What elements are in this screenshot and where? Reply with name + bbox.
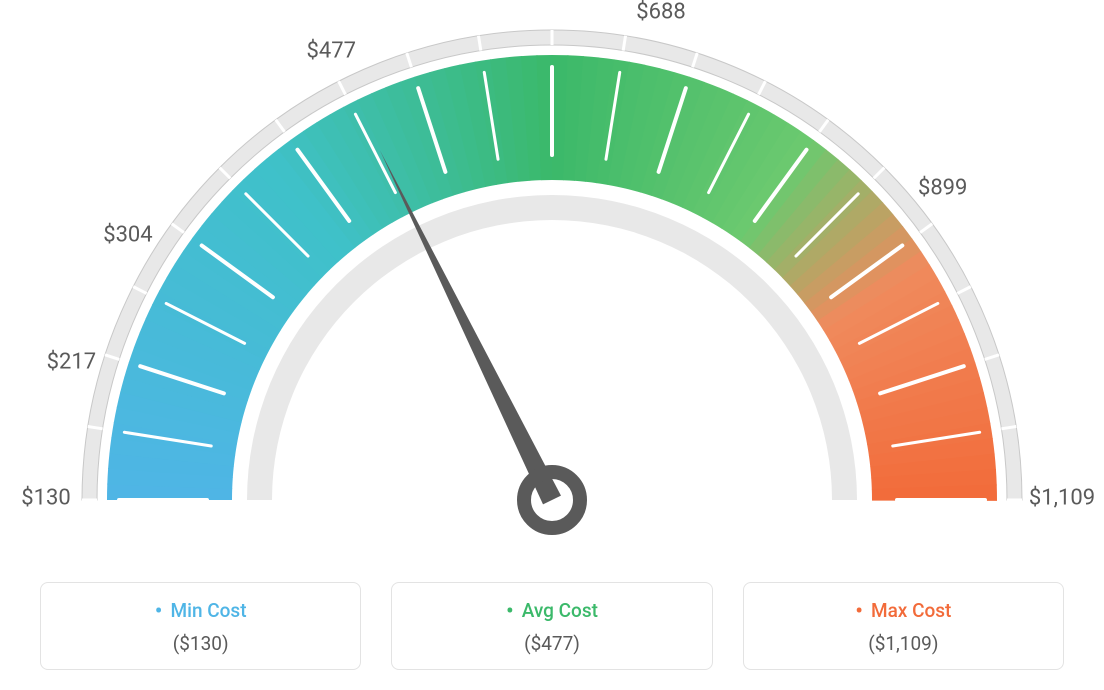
legend-max-value: ($1,109) <box>754 632 1053 655</box>
gauge-tick-label: $130 <box>21 486 70 511</box>
gauge-tick-label: $477 <box>307 39 356 64</box>
legend-row: Min Cost ($130) Avg Cost ($477) Max Cost… <box>0 582 1104 670</box>
legend-min: Min Cost ($130) <box>40 582 361 670</box>
legend-min-label: Min Cost <box>51 599 350 624</box>
gauge-tick-label: $1,109 <box>1029 486 1095 511</box>
legend-max: Max Cost ($1,109) <box>743 582 1064 670</box>
gauge-tick-label: $304 <box>103 223 152 248</box>
legend-avg-value: ($477) <box>402 632 701 655</box>
gauge-chart-container: $130 $217 $304 $477 $688 $899 $1,109 Min Cost … <box>0 0 1104 690</box>
legend-avg-label: Avg Cost <box>402 599 701 624</box>
legend-min-value: ($130) <box>51 632 350 655</box>
gauge-tick-label: $899 <box>918 175 967 200</box>
gauge-svg <box>0 0 1104 560</box>
gauge-tick-label: $217 <box>47 350 96 375</box>
legend-max-label: Max Cost <box>754 599 1053 624</box>
legend-avg: Avg Cost ($477) <box>391 582 712 670</box>
gauge-area: $130 $217 $304 $477 $688 $899 $1,109 <box>0 0 1104 560</box>
gauge-tick-label: $688 <box>636 0 685 25</box>
